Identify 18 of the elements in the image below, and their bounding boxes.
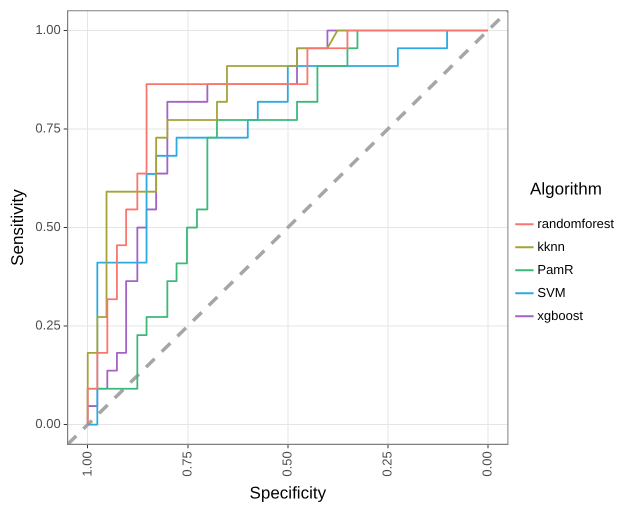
y-tick-label: 0.25: [35, 318, 61, 333]
legend-label: xgboost: [537, 308, 584, 323]
y-tick-label: 1.00: [35, 22, 61, 38]
x-tick-label: 0.50: [279, 451, 294, 477]
x-tick-label: 0.00: [479, 451, 494, 477]
y-tick-label: 0.50: [35, 219, 61, 234]
y-axis-title: Sensitivity: [8, 188, 27, 266]
legend-label: randomforest: [537, 216, 614, 231]
y-tick-label: 0.00: [35, 416, 61, 432]
x-tick-label: 1.00: [79, 451, 94, 477]
legend-label: kknn: [537, 238, 565, 254]
legend-label: SVM: [537, 284, 566, 300]
y-tick-label: 0.75: [35, 120, 61, 136]
x-tick-label: 0.75: [179, 451, 194, 477]
legend-label: PamR: [537, 262, 574, 277]
x-axis-title: Specificity: [250, 483, 327, 502]
legend-title: Algorithm: [530, 179, 602, 198]
x-tick-label: 0.25: [379, 451, 394, 477]
